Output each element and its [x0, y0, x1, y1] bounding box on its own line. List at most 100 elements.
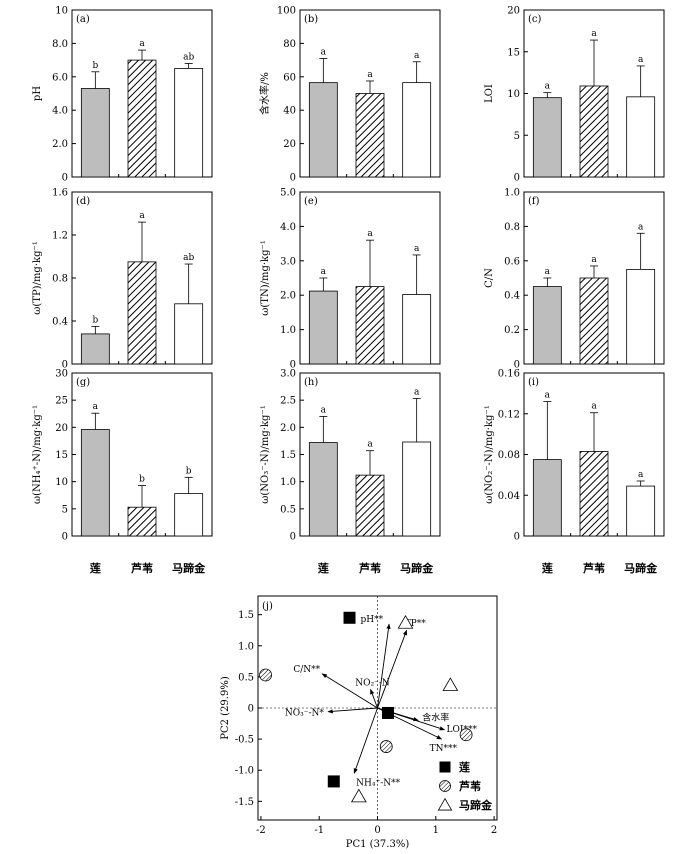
panel-label: (e) — [304, 196, 318, 207]
significance-letter: a — [545, 82, 551, 92]
y-tick-label: -1.5 — [235, 797, 254, 808]
y-tick-label: 10 — [55, 6, 68, 17]
y-tick-label: 0.12 — [498, 409, 520, 420]
y-tick-label: 25 — [55, 396, 68, 407]
y-tick-label: 3.0 — [280, 369, 296, 380]
panel-label: (j) — [262, 601, 273, 612]
point-triangle — [442, 677, 459, 691]
y-tick-label: 80 — [283, 39, 296, 50]
significance-letter: a — [321, 405, 327, 415]
y-tick-label: 20 — [507, 6, 520, 17]
significance-letter: b — [139, 474, 145, 484]
significance-letter: a — [638, 470, 644, 480]
y-tick-label: 0 — [290, 173, 296, 184]
y-tick-label: 0 — [290, 360, 296, 371]
point-triangle — [397, 615, 414, 629]
bar-1 — [355, 286, 385, 365]
point-square — [343, 611, 356, 624]
bar-2 — [174, 493, 204, 537]
y-tick-label: 0.6 — [504, 256, 520, 267]
y-tick-label: 0.8 — [504, 222, 520, 233]
significance-letter: ab — [183, 52, 194, 62]
vector-label: 含水率 — [422, 711, 449, 723]
y-tick-label: 100 — [277, 6, 296, 17]
panel-label: (f) — [528, 196, 540, 207]
y-tick-label: 5 — [62, 504, 68, 515]
y-tick-label: 5.0 — [280, 188, 296, 199]
y-tick-label: 10 — [55, 477, 68, 488]
significance-letter: b — [92, 61, 98, 71]
y-tick-label: 2.0 — [280, 291, 296, 302]
y-tick-label: 0 — [62, 173, 68, 184]
bar-1 — [579, 277, 609, 365]
bar-2 — [626, 485, 656, 537]
vector-label: NH₄⁺-N** — [356, 778, 400, 788]
category-label: 莲 — [542, 561, 553, 575]
y-tick-label: 4.0 — [52, 106, 68, 117]
bar-2 — [402, 294, 432, 365]
significance-letter: a — [321, 267, 327, 277]
significance-letter: a — [414, 388, 420, 398]
y-tick-label: 0.4 — [52, 317, 68, 328]
bar-2 — [626, 96, 656, 178]
y-tick-label: 20 — [283, 139, 296, 150]
vector-label: pH** — [361, 615, 384, 625]
y-axis-label: ω(TN)/mg·kg⁻¹ — [260, 240, 271, 316]
x-tick-label: 0 — [374, 825, 380, 836]
point-circle — [439, 780, 451, 792]
y-tick-label: 10 — [507, 89, 520, 100]
y-axis-label: ω(TP)/mg·kg⁻¹ — [32, 241, 43, 315]
bar-0 — [308, 82, 338, 178]
significance-letter: a — [545, 267, 551, 277]
significance-letter: a — [321, 47, 327, 57]
vector-label: NO₂⁻-N — [355, 678, 390, 688]
point-circle — [459, 728, 473, 742]
y-tick-label: 60 — [283, 72, 296, 83]
legend-label: 莲 — [459, 760, 470, 774]
loading-vector — [327, 707, 378, 714]
y-tick-label: 15 — [55, 450, 68, 461]
panel-label: (d) — [76, 196, 90, 207]
y-tick-label: 6.0 — [52, 72, 68, 83]
panel-label: (b) — [304, 14, 318, 25]
y-tick-label: 1.2 — [52, 231, 68, 242]
legend-label: 马蹄金 — [459, 798, 493, 812]
bar-panel-g: 0 5 10 15 20 25 30 (g) ω(NH₄⁺-N)/mg·kg⁻¹ a b b — [32, 369, 213, 543]
y-tick-label: 0.4 — [504, 291, 520, 302]
significance-letter: b — [92, 315, 98, 325]
y-tick-label: 1.6 — [52, 188, 68, 199]
y-axis-label: ω(NH₄⁺-N)/mg·kg⁻¹ — [32, 405, 43, 504]
y-tick-label: 0 — [514, 360, 520, 371]
significance-letter: a — [414, 244, 420, 254]
bar-panel-d: 0 0.4 0.8 1.2 1.6 (d) ω(TP)/mg·kg⁻¹ b a ab — [32, 188, 213, 371]
significance-letter: a — [367, 70, 373, 80]
bar-1 — [127, 506, 157, 537]
y-tick-label: 0.8 — [52, 274, 68, 285]
point-triangle — [350, 788, 367, 803]
point-circle — [259, 668, 272, 682]
y-tick-label: 20 — [55, 423, 68, 434]
vector-label: TN*** — [430, 744, 458, 754]
category-label: 马蹄金 — [172, 561, 206, 575]
bar-1 — [355, 474, 385, 537]
y-axis-label: PC2 (29.9%) — [220, 676, 231, 740]
y-tick-label: 0 — [514, 173, 520, 184]
bar-2 — [174, 68, 204, 178]
vector-label: LOI*** — [447, 725, 478, 735]
bar-1 — [127, 261, 157, 365]
legend-label: 芦苇 — [459, 779, 481, 793]
bar-panel-i: 0 0.04 0.08 0.12 0.16 (i) ω(NO₂⁻-N)/mg·kg⁻¹ a a a — [484, 369, 665, 543]
bar-0 — [308, 290, 338, 365]
y-tick-label: 0 — [514, 532, 520, 543]
pca-biplot: -2 -1 0 1 2 -1.5 -1.0 -0.5 0 0.5 1.0 1.5 (j) PC1 (37.… — [220, 595, 498, 850]
y-tick-label: 5 — [514, 131, 520, 142]
bar-0 — [532, 97, 562, 178]
category-axis-labels: 莲 芦苇 马蹄金 莲 芦苇 马蹄金 莲 芦苇 马蹄金 — [90, 561, 658, 575]
y-axis-label: ω(NO₃⁻-N)/mg·kg⁻¹ — [260, 405, 271, 504]
y-tick-label: 2.0 — [280, 423, 296, 434]
significance-letter: a — [139, 39, 145, 49]
y-tick-label: 1.5 — [238, 610, 254, 621]
bar-1 — [579, 85, 609, 178]
